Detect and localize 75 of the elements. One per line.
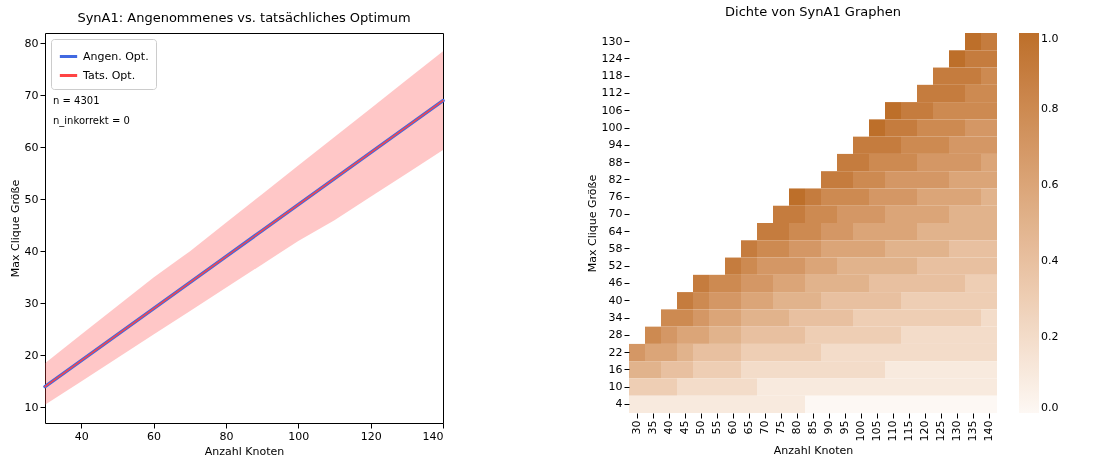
x-tick-label: 50 <box>694 420 707 435</box>
y-tick-label: 80 <box>24 36 39 50</box>
x-tick-label: 65 <box>742 420 755 435</box>
y-tick-label: 4 <box>615 397 623 411</box>
x-tick-label: 75 <box>774 420 787 435</box>
x-tick-label: 95 <box>838 420 851 435</box>
x-tick-label: 90 <box>822 420 835 435</box>
y-tick-label: 64 <box>608 224 623 238</box>
x-tick-label: 55 <box>710 420 723 435</box>
y-tick-label: 28 <box>608 328 623 342</box>
x-tick-label: 135 <box>966 420 979 442</box>
y-tick-label: 70 <box>24 88 39 102</box>
color-bar-label: 0.8 <box>1041 102 1059 115</box>
x-tick-label: 60 <box>147 429 162 443</box>
y-tick-label: 76 <box>608 190 623 204</box>
y-tick-label: 124 <box>601 51 623 65</box>
x-tick-label: 35 <box>646 420 659 435</box>
y-tick-label: 40 <box>24 244 39 258</box>
x-tick-label: 120 <box>360 429 382 443</box>
y-tick-label: 40 <box>608 293 623 307</box>
y-tick-label: 46 <box>608 276 623 290</box>
x-tick-label: 125 <box>934 420 947 442</box>
y-tick-label: 52 <box>608 259 623 273</box>
y-tick-label: 60 <box>24 140 39 154</box>
y-tick-label: 88 <box>608 155 623 169</box>
y-tick-label: 82 <box>608 172 623 186</box>
y-tick-label: 118 <box>601 69 623 83</box>
y-tick-label: 30 <box>24 296 39 310</box>
color-bar-label: 0.2 <box>1041 330 1059 343</box>
x-tick-label: 45 <box>678 420 691 435</box>
y-tick-label: 10 <box>24 400 39 414</box>
x-tick-label: 70 <box>758 420 771 435</box>
x-tick-label: 140 <box>982 420 995 442</box>
annotation: n_inkorrekt = 0 <box>53 115 130 127</box>
x-tick-label: 100 <box>854 420 867 442</box>
y-tick-label: 34 <box>608 311 623 324</box>
y-tick-label: 20 <box>24 348 39 362</box>
x-tick-label: 105 <box>870 420 883 442</box>
legend-label: Tats. Opt. <box>82 68 136 82</box>
y-tick-label: 112 <box>601 86 623 100</box>
x-tick-label: 120 <box>918 420 931 442</box>
x-tick-label: 40 <box>74 429 89 443</box>
color-bar-label: 0.0 <box>1041 401 1059 414</box>
annotation: n = 4301 <box>53 95 100 106</box>
x-tick-label: 80 <box>219 429 234 443</box>
x-axis-title: Anzahl Knoten <box>204 444 285 458</box>
y-axis-title: Max Clique Größe <box>585 174 599 273</box>
y-tick-label: 94 <box>608 138 623 152</box>
y-tick-label: 16 <box>608 362 623 376</box>
y-tick-label: 130 <box>601 34 623 48</box>
y-tick-label: 70 <box>608 207 623 221</box>
x-tick-label: 130 <box>950 420 963 442</box>
y-tick-label: 100 <box>601 121 623 134</box>
x-tick-label: 140 <box>422 429 444 443</box>
color-bar-label: 0.6 <box>1041 178 1059 191</box>
y-axis-title: Max Clique Größe <box>8 179 22 278</box>
y-tick-label: 106 <box>601 103 623 117</box>
x-tick-label: 100 <box>288 429 310 443</box>
x-tick-label: 110 <box>886 420 899 442</box>
color-bar-label: 0.4 <box>1041 254 1059 267</box>
y-tick-label: 58 <box>608 241 623 255</box>
x-tick-label: 80 <box>790 420 803 435</box>
x-tick-label: 115 <box>902 420 915 442</box>
color-bar-label: 1.0 <box>1041 32 1059 45</box>
chart-title: Dichte von SynA1 Graphen <box>725 4 901 19</box>
x-tick-label: 85 <box>806 420 819 435</box>
x-axis-title: Anzahl Knoten <box>773 444 854 458</box>
legend-label: Angen. Opt. <box>83 49 149 63</box>
chart-title: SynA1: Angenommenes vs. tatsächliches Optimum <box>77 10 411 25</box>
y-tick-label: 10 <box>608 380 623 394</box>
x-tick-label: 30 <box>630 420 643 435</box>
y-tick-label: 22 <box>608 345 623 359</box>
x-tick-label: 60 <box>726 420 739 435</box>
y-tick-label: 50 <box>24 192 39 206</box>
x-tick-label: 40 <box>662 420 675 435</box>
